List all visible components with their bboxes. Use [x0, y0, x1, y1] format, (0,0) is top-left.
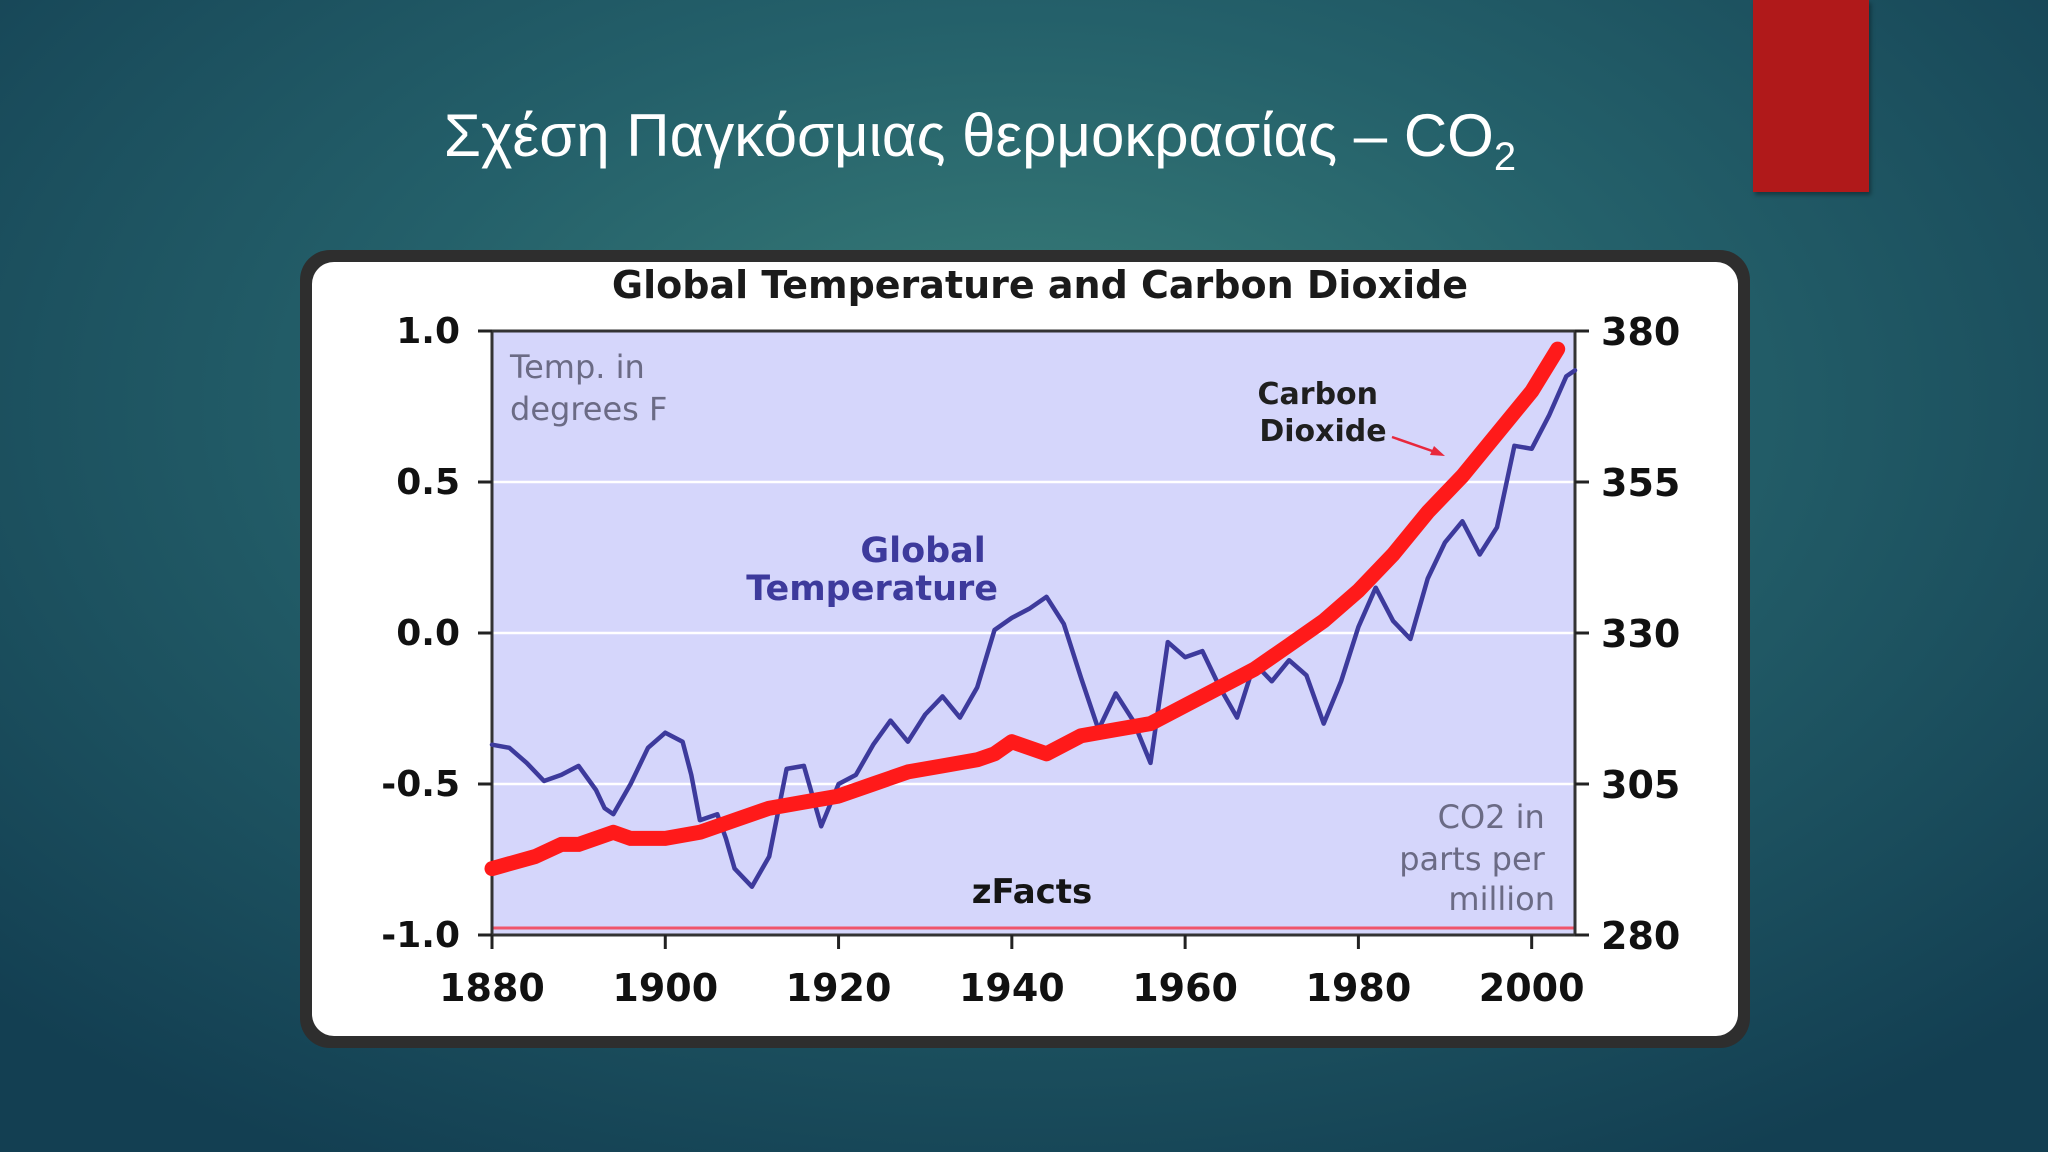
left-y-tick-label: 0.0: [396, 613, 460, 654]
co2-series-label-line-2: Dioxide: [1259, 414, 1386, 449]
slide-title: Σχέση Παγκόσμιας θερμοκρασίας – CO2: [0, 100, 1960, 177]
left-y-tick-label: 0.5: [396, 462, 460, 503]
right-y-tick-label: 355: [1601, 461, 1680, 505]
slide-title-text: Σχέση Παγκόσμιας θερμοκρασίας – CO: [443, 102, 1494, 169]
series-layer: [484, 341, 1578, 889]
left-axis-label: Temp. in degrees F: [509, 348, 667, 428]
temperature-series-label-line-2: Temperature: [746, 569, 998, 609]
temperature-line: [489, 368, 1578, 889]
temperature-series-label: Global Temperature: [746, 531, 998, 609]
right-y-tick-label: 305: [1601, 763, 1680, 807]
left-axis-label-line-2: degrees F: [510, 390, 667, 428]
x-tick-label: 1940: [959, 966, 1065, 1010]
x-tick-label: 1960: [1132, 966, 1238, 1010]
co2-series-label-line-1: Carbon: [1258, 377, 1379, 412]
right-y-tick-label: 330: [1601, 612, 1680, 656]
x-tick-label: 1880: [439, 966, 545, 1010]
right-axis-label-line-2: parts per: [1399, 840, 1545, 878]
right-y-tick-label: 280: [1601, 914, 1680, 958]
right-y-tick-label: 380: [1601, 310, 1680, 354]
right-axis-label-line-1: CO2 in: [1438, 798, 1545, 836]
left-y-tick-label: 1.0: [396, 311, 460, 352]
x-tick-label: 1920: [786, 966, 892, 1010]
chart-title: Global Temperature and Carbon Dioxide: [612, 263, 1468, 307]
left-y-tick-label: -0.5: [381, 764, 460, 805]
co2-label-arrow: [1391, 435, 1439, 455]
x-tick-label: 1980: [1306, 966, 1412, 1010]
axis-ticks: 1.0 0.5 0.0 -0.5 -1.0 380 355 330 305 280 1880 1900…: [381, 310, 1680, 1010]
accent-bar: [1753, 0, 1869, 192]
left-axis-label-line-1: Temp. in: [509, 348, 645, 386]
co2-series-label: Carbon Dioxide: [1258, 377, 1389, 449]
left-y-tick-label: -1.0: [381, 915, 460, 956]
co2-line: [484, 341, 1566, 877]
right-axis-label-line-3: million: [1448, 880, 1555, 918]
slide-title-subscript: 2: [1493, 135, 1517, 179]
x-tick-label: 2000: [1479, 966, 1585, 1010]
x-tick-label: 1900: [612, 966, 718, 1010]
co2-label-arrowhead: [1430, 446, 1445, 456]
watermark: zFacts: [972, 872, 1093, 912]
temperature-series-label-line-1: Global: [860, 531, 985, 571]
grid-lines: [492, 480, 1575, 786]
right-axis-label: CO2 in parts per million: [1399, 798, 1555, 918]
